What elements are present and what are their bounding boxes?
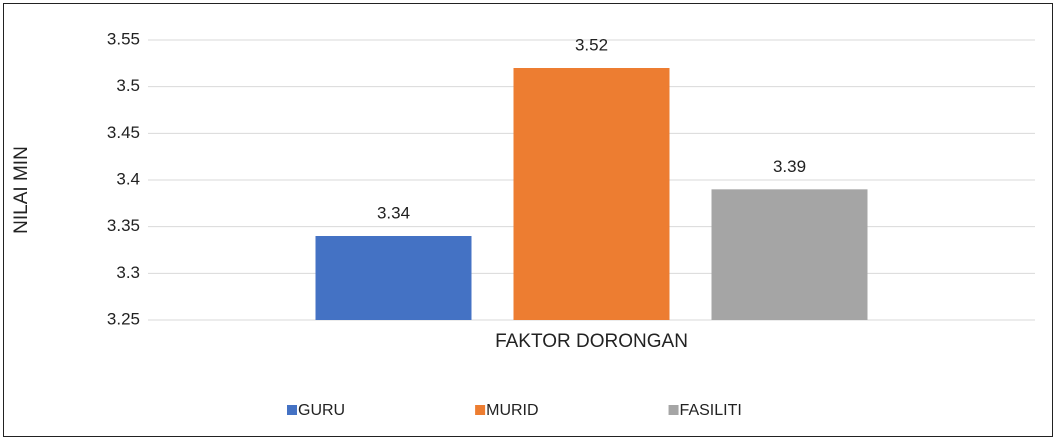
legend-swatch [287,405,297,415]
data-label: 3.39 [773,157,806,176]
x-tick-label: FAKTOR DORONGAN [495,331,688,352]
y-tick-label: 3.5 [116,76,140,95]
legend-label: FASILITI [680,402,742,419]
legend-label: MURID [486,402,538,419]
bar [513,68,670,320]
y-tick-label: 3.35 [107,216,140,235]
legend-label: GURU [298,402,345,419]
y-tick-label: 3.25 [107,309,140,328]
data-label: 3.34 [377,203,410,222]
y-tick-label: 3.55 [107,29,140,48]
y-axis-label: NILAI MIN [11,146,32,234]
bar [711,189,868,320]
data-label: 3.52 [575,35,608,54]
legend-swatch [475,405,486,415]
legend-swatch [668,405,679,415]
y-tick-label: 3.45 [107,123,140,142]
bar [315,236,472,320]
y-tick-label: 3.4 [116,169,140,188]
y-tick-label: 3.3 [116,263,140,282]
